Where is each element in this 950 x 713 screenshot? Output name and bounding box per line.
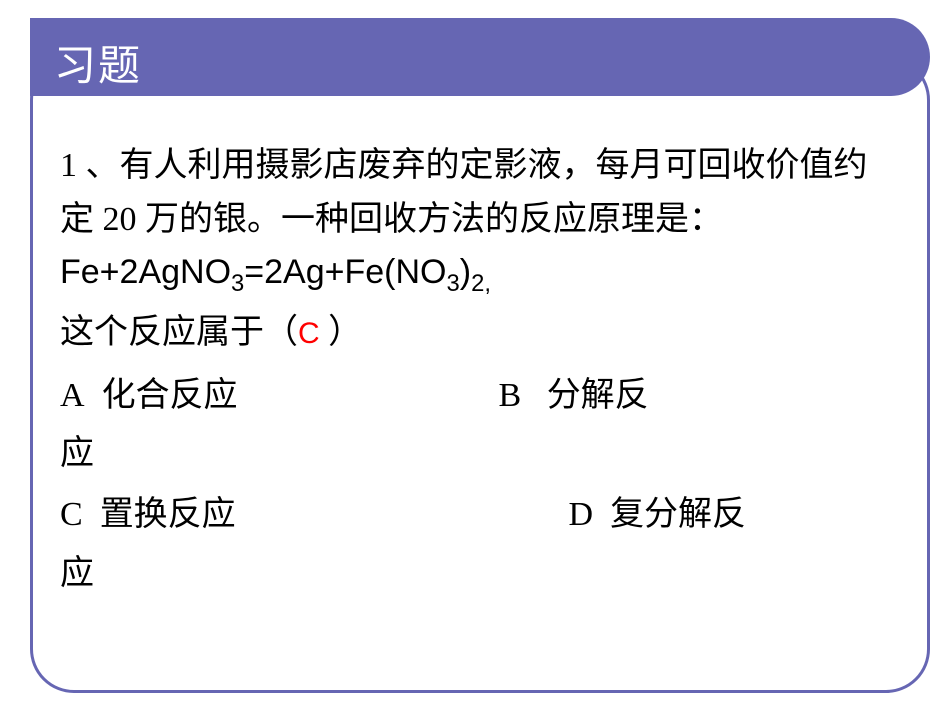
option-d-cont: 应 <box>60 548 890 601</box>
option-row-cd: C 置换反应 D 复分解反 <box>60 489 890 542</box>
classify-line: 这个反应属于（C ） <box>60 307 890 360</box>
question-block: 1 、有人利用摄影店废弃的定影液，每月可回收价值约定 20 万的银。一种回收方法… <box>60 140 890 606</box>
header-divider <box>60 103 870 106</box>
slide: 习题 1 、有人利用摄影店废弃的定影液，每月可回收价值约定 20 万的银。一种回… <box>0 0 950 713</box>
option-row-ab: A 化合反应 B 分解反 <box>60 370 890 423</box>
option-b: B 分解反 <box>499 370 859 423</box>
question-text: 1 、有人利用摄影店废弃的定影液，每月可回收价值约定 20 万的银。一种回收方法… <box>60 140 890 303</box>
page-title: 习题 <box>54 32 142 93</box>
option-d: D 复分解反 <box>499 489 859 542</box>
classify-prefix: 这个反应属于（ <box>60 314 298 351</box>
formula: Fe+2AgNO3=2Ag+Fe(NO3)2, <box>60 253 491 291</box>
option-a: A 化合反应 <box>60 370 490 423</box>
classify-suffix: ） <box>320 314 363 351</box>
answer-mark: C <box>298 311 320 358</box>
option-c: C 置换反应 <box>60 489 490 542</box>
option-b-cont: 应 <box>60 428 890 481</box>
header-pill <box>30 18 930 96</box>
options: A 化合反应 B 分解反 应 C 置换反应 D 复分解反 应 <box>60 370 890 601</box>
question-intro: 1 、有人利用摄影店废弃的定影液，每月可回收价值约定 20 万的银。一种回收方法… <box>60 147 868 238</box>
header: 习题 <box>30 18 930 96</box>
